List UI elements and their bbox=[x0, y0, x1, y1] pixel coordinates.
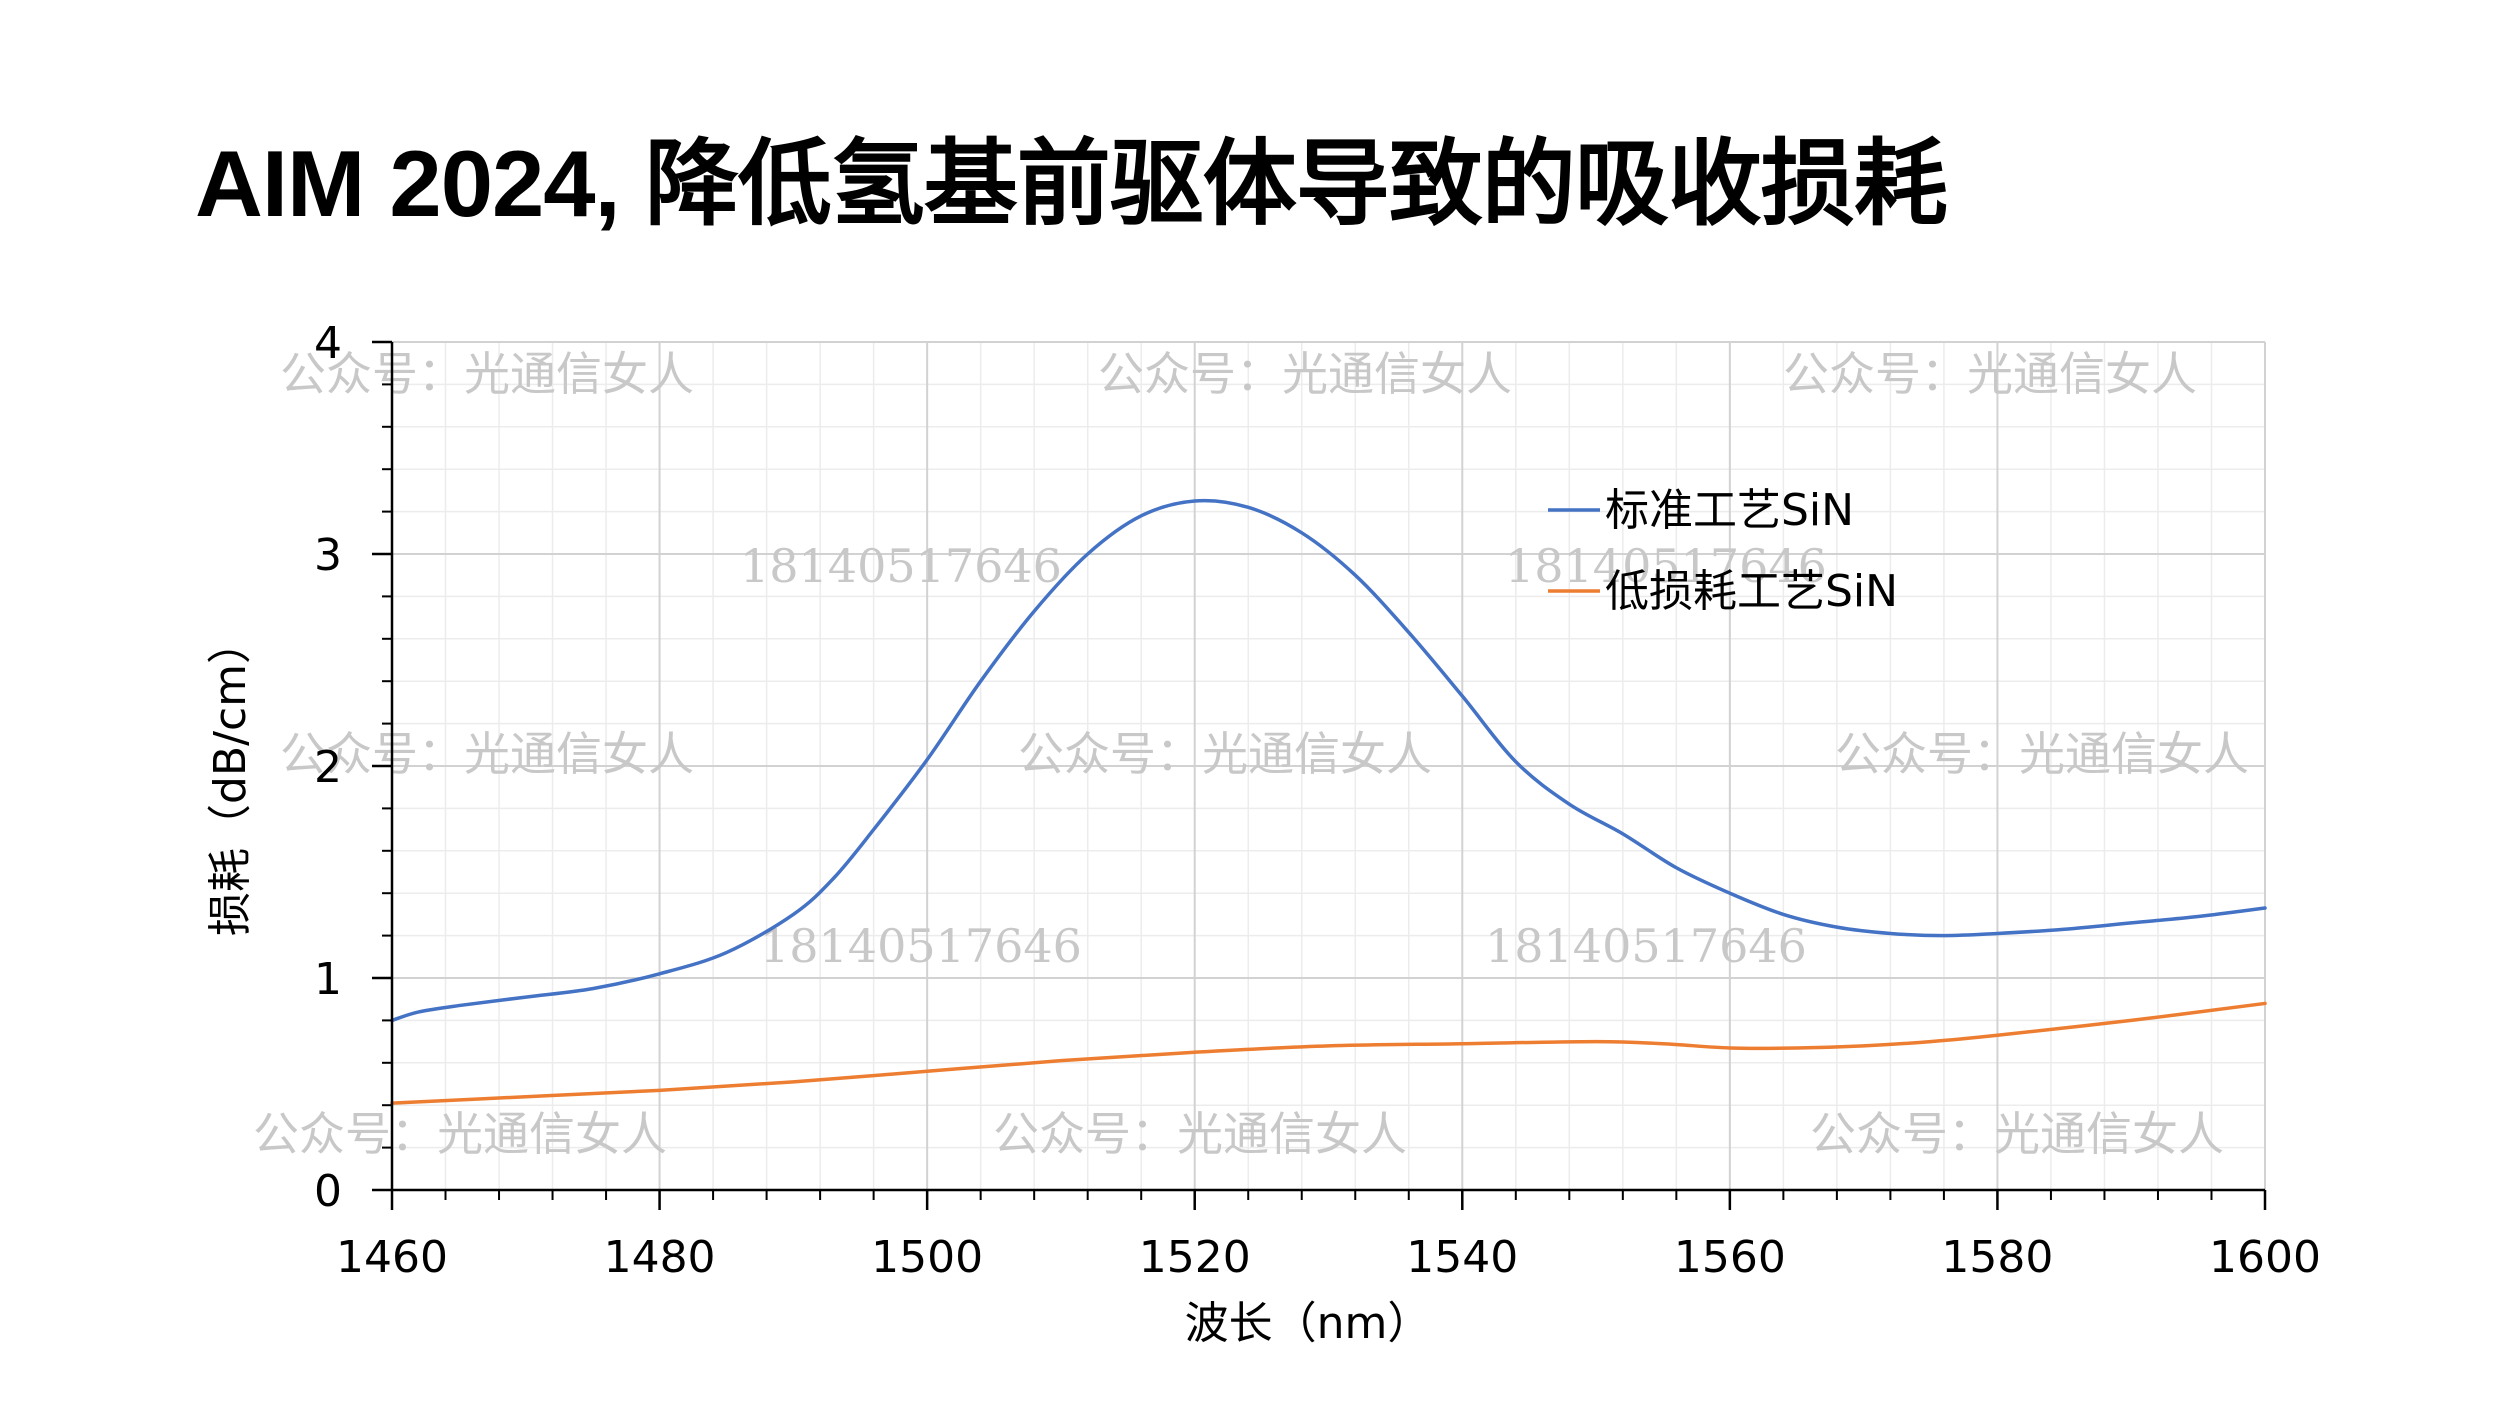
x-tick-label: 1520 bbox=[1139, 1232, 1251, 1283]
x-tick-label: 1580 bbox=[1941, 1232, 2053, 1283]
x-tick-label: 1600 bbox=[2209, 1232, 2321, 1283]
legend-label-lowloss: 低损耗工艺SiN bbox=[1605, 566, 1898, 617]
watermark-wechat: 公众号：光通信女人 bbox=[1835, 727, 2249, 781]
y-tick-label: 2 bbox=[314, 742, 342, 793]
watermark-wechat: 公众号：光通信女人 bbox=[993, 1107, 1407, 1161]
watermark-phone: 18140517646 bbox=[760, 919, 1082, 973]
watermark-phone: 18140517646 bbox=[1485, 919, 1807, 973]
x-tick-label: 1480 bbox=[604, 1232, 716, 1283]
watermark-wechat: 公众号：光通信女人 bbox=[280, 347, 694, 401]
x-tick-label: 1500 bbox=[871, 1232, 983, 1283]
watermark-wechat: 公众号：光通信女人 bbox=[280, 727, 694, 781]
watermark-wechat: 公众号：光通信女人 bbox=[1098, 347, 1512, 401]
y-tick-label: 0 bbox=[314, 1166, 342, 1217]
watermark-wechat: 公众号：光通信女人 bbox=[1783, 347, 2197, 401]
watermark-wechat: 公众号：光通信女人 bbox=[253, 1107, 667, 1161]
slide-title: AIM 2024, 降低氢基前驱体导致的吸收损耗 bbox=[195, 131, 1948, 236]
y-axis-label: 损耗（dB/cm） bbox=[205, 620, 256, 936]
y-tick-label: 1 bbox=[314, 954, 342, 1005]
legend-label-standard: 标准工艺SiN bbox=[1605, 485, 1854, 536]
x-axis-label: 波长（nm） bbox=[1185, 1298, 1432, 1349]
x-tick-label: 1540 bbox=[1406, 1232, 1518, 1283]
x-tick-label: 1460 bbox=[336, 1232, 448, 1283]
legend: 标准工艺SiN 低损耗工艺SiN bbox=[1548, 485, 1898, 617]
series-line-low-loss-sin bbox=[390, 1001, 2267, 1105]
y-tick-label: 3 bbox=[314, 530, 342, 581]
x-tick-label: 1560 bbox=[1674, 1232, 1786, 1283]
axes bbox=[372, 340, 2267, 1210]
watermark-phone: 18140517646 bbox=[1505, 539, 1827, 593]
series-line-standard-sin bbox=[390, 498, 2267, 1023]
tick-labels: 1460 1480 1500 1520 1540 1560 1580 1600 0 1 2 3 4 bbox=[314, 318, 2321, 1283]
watermark-wechat: 公众号：光通信女人 bbox=[1018, 727, 1432, 781]
watermark-phone: 18140517646 bbox=[740, 539, 1062, 593]
watermark-wechat: 公众号：光通信女人 bbox=[1810, 1107, 2224, 1161]
y-tick-label: 4 bbox=[314, 318, 342, 369]
series-layer bbox=[390, 498, 2267, 1105]
